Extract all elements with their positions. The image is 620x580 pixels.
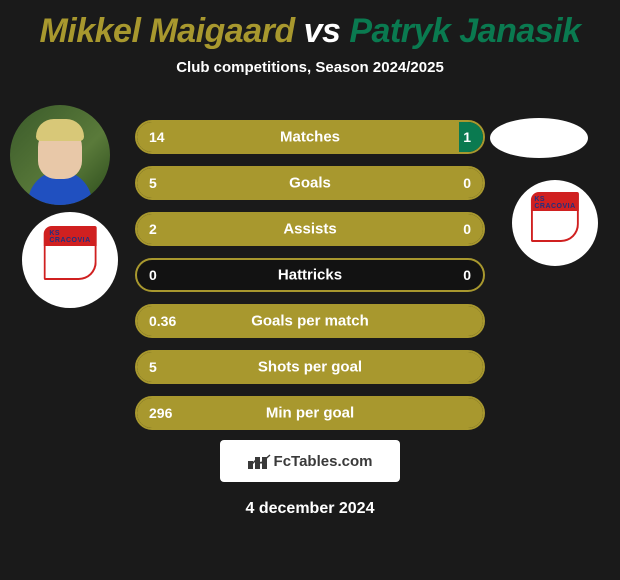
date-label: 4 december 2024 bbox=[0, 500, 620, 518]
player1-avatar bbox=[10, 105, 110, 205]
stat-label: Goals per match bbox=[137, 313, 483, 330]
stat-label: Min per goal bbox=[137, 405, 483, 422]
stat-row: 0Hattricks0 bbox=[135, 258, 485, 292]
player1-club-badge: KS CRACOVIA bbox=[22, 212, 118, 308]
bar-chart-icon bbox=[248, 453, 270, 469]
stat-label: Goals bbox=[137, 175, 483, 192]
stat-row: 2Assists0 bbox=[135, 212, 485, 246]
stat-value-left: 5 bbox=[149, 175, 157, 191]
stat-label: Shots per goal bbox=[137, 359, 483, 376]
player2-name: Patryk Janasik bbox=[349, 12, 580, 50]
subtitle: Club competitions, Season 2024/2025 bbox=[0, 59, 620, 76]
stat-row: 14Matches1 bbox=[135, 120, 485, 154]
stat-label: Hattricks bbox=[137, 267, 483, 284]
stat-row: 0.36Goals per match bbox=[135, 304, 485, 338]
player2-club-badge: KS CRACOVIA bbox=[512, 180, 598, 266]
stat-value-left: 5 bbox=[149, 359, 157, 375]
vs-text: vs bbox=[304, 12, 341, 50]
stat-value-right: 1 bbox=[463, 129, 471, 145]
stat-row: 5Shots per goal bbox=[135, 350, 485, 384]
club-name-ring: KS CRACOVIA bbox=[49, 230, 90, 244]
stat-value-right: 0 bbox=[463, 175, 471, 191]
club-name-ring: KS CRACOVIA bbox=[534, 196, 575, 210]
stat-value-left: 2 bbox=[149, 221, 157, 237]
stat-row: 296Min per goal bbox=[135, 396, 485, 430]
player1-name: Mikkel Maigaard bbox=[39, 12, 294, 50]
stats-container: 14Matches15Goals02Assists00Hattricks00.3… bbox=[135, 120, 485, 442]
watermark-text: FcTables.com bbox=[274, 453, 373, 470]
stat-value-left: 14 bbox=[149, 129, 165, 145]
stat-row: 5Goals0 bbox=[135, 166, 485, 200]
comparison-title: Mikkel Maigaard vs Patryk Janasik bbox=[0, 0, 620, 51]
stat-label: Assists bbox=[137, 221, 483, 238]
watermark: FcTables.com bbox=[220, 440, 400, 482]
stat-value-left: 0.36 bbox=[149, 313, 176, 329]
stat-value-left: 0 bbox=[149, 267, 157, 283]
player2-avatar bbox=[490, 118, 588, 158]
stat-value-left: 296 bbox=[149, 405, 172, 421]
stat-value-right: 0 bbox=[463, 221, 471, 237]
stat-label: Matches bbox=[137, 129, 483, 146]
stat-value-right: 0 bbox=[463, 267, 471, 283]
